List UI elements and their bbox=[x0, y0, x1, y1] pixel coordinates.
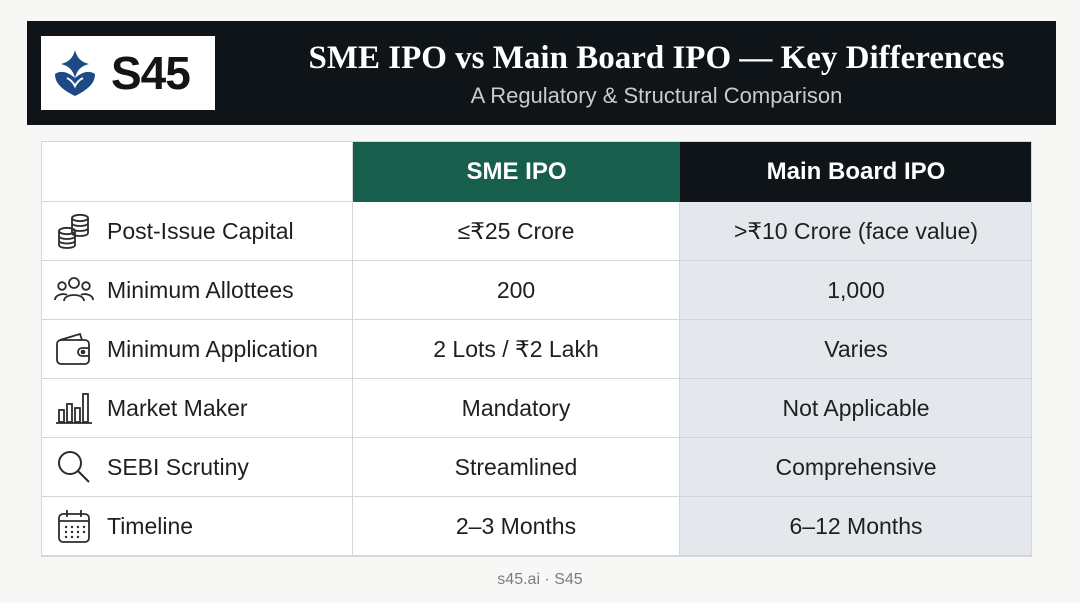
table-row: Timeline 2–3 Months 6–12 Months bbox=[41, 497, 1032, 557]
main-board-value: 1,000 bbox=[680, 261, 1032, 320]
table-row: Minimum Application 2 Lots / ₹2 Lakh Var… bbox=[41, 320, 1032, 379]
row-label-cell: Minimum Application bbox=[41, 320, 353, 379]
header-cell-blank bbox=[41, 141, 353, 202]
calendar-icon bbox=[41, 497, 107, 556]
table-row: SEBI Scrutiny Streamlined Comprehensive bbox=[41, 438, 1032, 497]
row-label: Minimum Application bbox=[107, 335, 318, 362]
row-label-cell: Timeline bbox=[41, 497, 353, 556]
row-label: Timeline bbox=[107, 512, 194, 539]
sme-value: 2 Lots / ₹2 Lakh bbox=[353, 320, 680, 379]
footer-text: s45.ai · S45 bbox=[497, 571, 583, 588]
bar-chart-icon bbox=[41, 379, 107, 438]
table-row: Post-Issue Capital ≤₹25 Crore >₹10 Crore… bbox=[41, 202, 1032, 261]
row-label-cell: Market Maker bbox=[41, 379, 353, 438]
sme-value: ≤₹25 Crore bbox=[353, 202, 680, 261]
logo-mark-icon bbox=[55, 50, 95, 96]
header-cell-sme-ipo: SME IPO bbox=[353, 141, 680, 202]
row-label: Post-Issue Capital bbox=[107, 217, 294, 244]
sme-value: Streamlined bbox=[353, 438, 680, 497]
main-board-value: Not Applicable bbox=[680, 379, 1032, 438]
sme-value: Mandatory bbox=[353, 379, 680, 438]
wallet-icon bbox=[41, 320, 107, 379]
row-label: Minimum Allottees bbox=[107, 276, 294, 303]
main-board-value: 6–12 Months bbox=[680, 497, 1032, 556]
comparison-table: SME IPO Main Board IPO Post-Issue Capita… bbox=[41, 141, 1032, 557]
row-label-cell: Post-Issue Capital bbox=[41, 202, 353, 261]
row-label-cell: Minimum Allottees bbox=[41, 261, 353, 320]
sme-value: 200 bbox=[353, 261, 680, 320]
page-subtitle: A Regulatory & Structural Comparison bbox=[470, 83, 843, 108]
row-label-cell: SEBI Scrutiny bbox=[41, 438, 353, 497]
row-label: Market Maker bbox=[107, 394, 248, 421]
search-icon bbox=[41, 438, 107, 497]
sme-value: 2–3 Months bbox=[353, 497, 680, 556]
people-icon bbox=[41, 261, 107, 320]
logo: S45 bbox=[41, 36, 215, 110]
page-title: SME IPO vs Main Board IPO — Key Differen… bbox=[308, 40, 1005, 76]
header-banner: S45 SME IPO vs Main Board IPO — Key Diff… bbox=[27, 21, 1056, 125]
row-label: SEBI Scrutiny bbox=[107, 453, 249, 480]
main-board-value: >₹10 Crore (face value) bbox=[680, 202, 1032, 261]
main-board-value: Comprehensive bbox=[680, 438, 1032, 497]
table-row: Minimum Allottees 200 1,000 bbox=[41, 261, 1032, 320]
coins-icon bbox=[41, 202, 107, 261]
header-cell-main-board-ipo: Main Board IPO bbox=[680, 141, 1032, 202]
table-row: Market Maker Mandatory Not Applicable bbox=[41, 379, 1032, 438]
logo-text: S45 bbox=[111, 47, 191, 99]
main-board-value: Varies bbox=[680, 320, 1032, 379]
